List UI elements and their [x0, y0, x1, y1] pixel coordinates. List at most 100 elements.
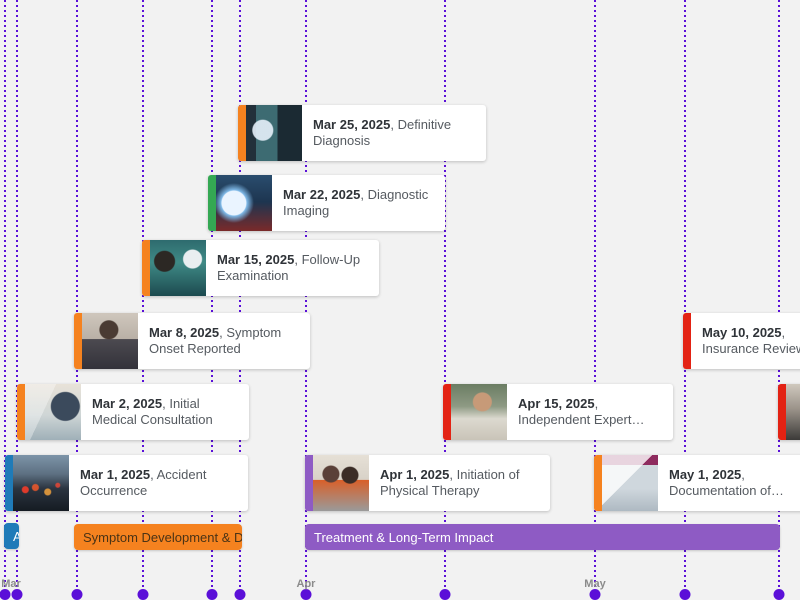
event-card[interactable]: May 10, 2025, Insurance Review [683, 313, 800, 369]
guide-line-10 [778, 0, 780, 589]
axis-tick-dot[interactable] [439, 589, 451, 600]
event-date: May 1, 2025 [669, 467, 742, 482]
event-accent-bar [443, 384, 451, 440]
event-date: Apr 1, 2025 [380, 467, 450, 482]
event-title: Documentation of… [669, 483, 784, 498]
guide-line-9 [684, 0, 686, 589]
axis-tick-dot[interactable] [773, 589, 785, 600]
event-label: Mar 25, 2025, Definitive Diagnosis [313, 117, 474, 149]
event-label: Mar 22, 2025, Diagnostic Imaging [283, 187, 433, 219]
event-date: Mar 8, 2025 [149, 325, 220, 340]
event-card[interactable]: Apr 15, 2025, Independent Expert… [443, 384, 673, 440]
event-card-body: Mar 8, 2025, Symptom Onset Reported [138, 313, 310, 369]
event-label: Apr 1, 2025, Initiation of Physical Ther… [380, 467, 538, 499]
mri-scan-thumbnail [216, 175, 272, 231]
event-accent-bar [74, 313, 82, 369]
axis-month-label: Apr [296, 578, 316, 590]
event-card-body: Mar 15, 2025, Follow-Up Examination [206, 240, 379, 296]
expert-review-thumbnail [451, 384, 507, 440]
event-card-body: Mar 1, 2025, Accident Occurrence [69, 455, 248, 511]
axis-tick-dot[interactable] [300, 589, 312, 600]
event-card[interactable]: Apr 1, 2025, Initiation of Physical Ther… [305, 455, 550, 511]
event-title: Accident Occurrence [80, 467, 207, 498]
axis-tick-dot[interactable] [234, 589, 246, 600]
event-label: Mar 15, 2025, Follow-Up Examination [217, 252, 367, 284]
event-date: Apr 15, 2025 [518, 396, 595, 411]
event-card-body: Mar 25, 2025, Definitive Diagnosis [302, 105, 486, 161]
doctor-patient-thumbnail [150, 240, 206, 296]
event-card[interactable]: Mar 15, 2025, Follow-Up Examination [142, 240, 379, 296]
event-card-body: May 10, 2025, Insurance Review [691, 313, 800, 369]
event-label: Mar 1, 2025, Accident Occurrence [80, 467, 236, 499]
event-card-body: Mar 2, 2025, Initial Medical Consultatio… [81, 384, 249, 440]
event-date: Mar 25, 2025 [313, 117, 391, 132]
event-title: Symptom Onset Reported [149, 325, 282, 356]
event-title: Insurance Review [702, 341, 800, 356]
documents-thumbnail [602, 455, 658, 511]
axis-tick-dot[interactable] [71, 589, 83, 600]
event-accent-bar [142, 240, 150, 296]
event-separator: , [390, 117, 398, 132]
axis-tick-dot[interactable] [206, 589, 218, 600]
event-card[interactable]: Mar 8, 2025, Symptom Onset Reported [74, 313, 310, 369]
event-card[interactable]: Mar 1, 2025, Accident Occurrence [5, 455, 248, 511]
event-title: Initiation of Physical Therapy [380, 467, 520, 498]
axis-tick-dot[interactable] [589, 589, 601, 600]
event-date: Mar 15, 2025 [217, 252, 295, 267]
period-bar[interactable]: Treatment & Long-Term Impact [305, 524, 780, 550]
event-separator: , [360, 187, 368, 202]
event-label: May 1, 2025, Documentation of… [669, 467, 797, 499]
event-label: Mar 8, 2025, Symptom Onset Reported [149, 325, 298, 357]
event-title: Diagnostic Imaging [283, 187, 429, 218]
period-bar[interactable]: Symptom Development & Diagnosis [74, 524, 242, 550]
event-card[interactable]: May 20, 2025, Case Meeting [778, 384, 800, 440]
axis-month-label: May [584, 578, 606, 590]
event-card-body: Apr 15, 2025, Independent Expert… [507, 384, 673, 440]
event-separator: , [741, 467, 745, 482]
event-date: May 10, 2025 [702, 325, 782, 340]
guide-line-1 [16, 0, 18, 589]
axis-tick-dot[interactable] [11, 589, 23, 600]
traffic-accident-thumbnail [13, 455, 69, 511]
neck-pain-thumbnail [82, 313, 138, 369]
event-label: Apr 15, 2025, Independent Expert… [518, 396, 661, 428]
axis-tick-dot[interactable] [0, 589, 11, 600]
event-card-body: May 1, 2025, Documentation of… [658, 455, 800, 511]
event-label: May 10, 2025, Insurance Review [702, 325, 800, 357]
event-separator: , [162, 396, 170, 411]
event-accent-bar [778, 384, 786, 440]
event-label: Mar 2, 2025, Initial Medical Consultatio… [92, 396, 237, 428]
event-separator: , [150, 467, 157, 482]
axis-tick-dot[interactable] [137, 589, 149, 600]
event-date: Mar 22, 2025 [283, 187, 361, 202]
event-card-body: Apr 1, 2025, Initiation of Physical Ther… [369, 455, 550, 511]
event-accent-bar [238, 105, 246, 161]
event-date: Mar 2, 2025 [92, 396, 163, 411]
guide-line-8 [594, 0, 596, 589]
event-title: Initial Medical Consultation [92, 396, 213, 427]
event-accent-bar [683, 313, 691, 369]
event-accent-bar [208, 175, 216, 231]
event-title: Independent Expert… [518, 412, 645, 427]
event-accent-bar [5, 455, 13, 511]
axis-tick-dot[interactable] [679, 589, 691, 600]
clinic-consultation-thumbnail [25, 384, 81, 440]
event-title: Follow-Up Examination [217, 252, 361, 283]
guide-line-2 [76, 0, 78, 589]
xray-scan-thumbnail [246, 105, 302, 161]
event-separator: , [219, 325, 227, 340]
event-accent-bar [305, 455, 313, 511]
guide-line-0 [4, 0, 6, 589]
event-separator: , [594, 396, 599, 411]
event-card[interactable]: Mar 2, 2025, Initial Medical Consultatio… [17, 384, 249, 440]
event-card[interactable]: Mar 22, 2025, Diagnostic Imaging [208, 175, 445, 231]
event-date: Mar 1, 2025 [80, 467, 151, 482]
event-separator: , [781, 325, 786, 340]
event-separator: , [449, 467, 457, 482]
period-bar[interactable]: Accident [4, 523, 19, 549]
event-card[interactable]: May 1, 2025, Documentation of… [594, 455, 800, 511]
event-card[interactable]: Mar 25, 2025, Definitive Diagnosis [238, 105, 486, 161]
event-accent-bar [17, 384, 25, 440]
physical-therapy-thumbnail [313, 455, 369, 511]
